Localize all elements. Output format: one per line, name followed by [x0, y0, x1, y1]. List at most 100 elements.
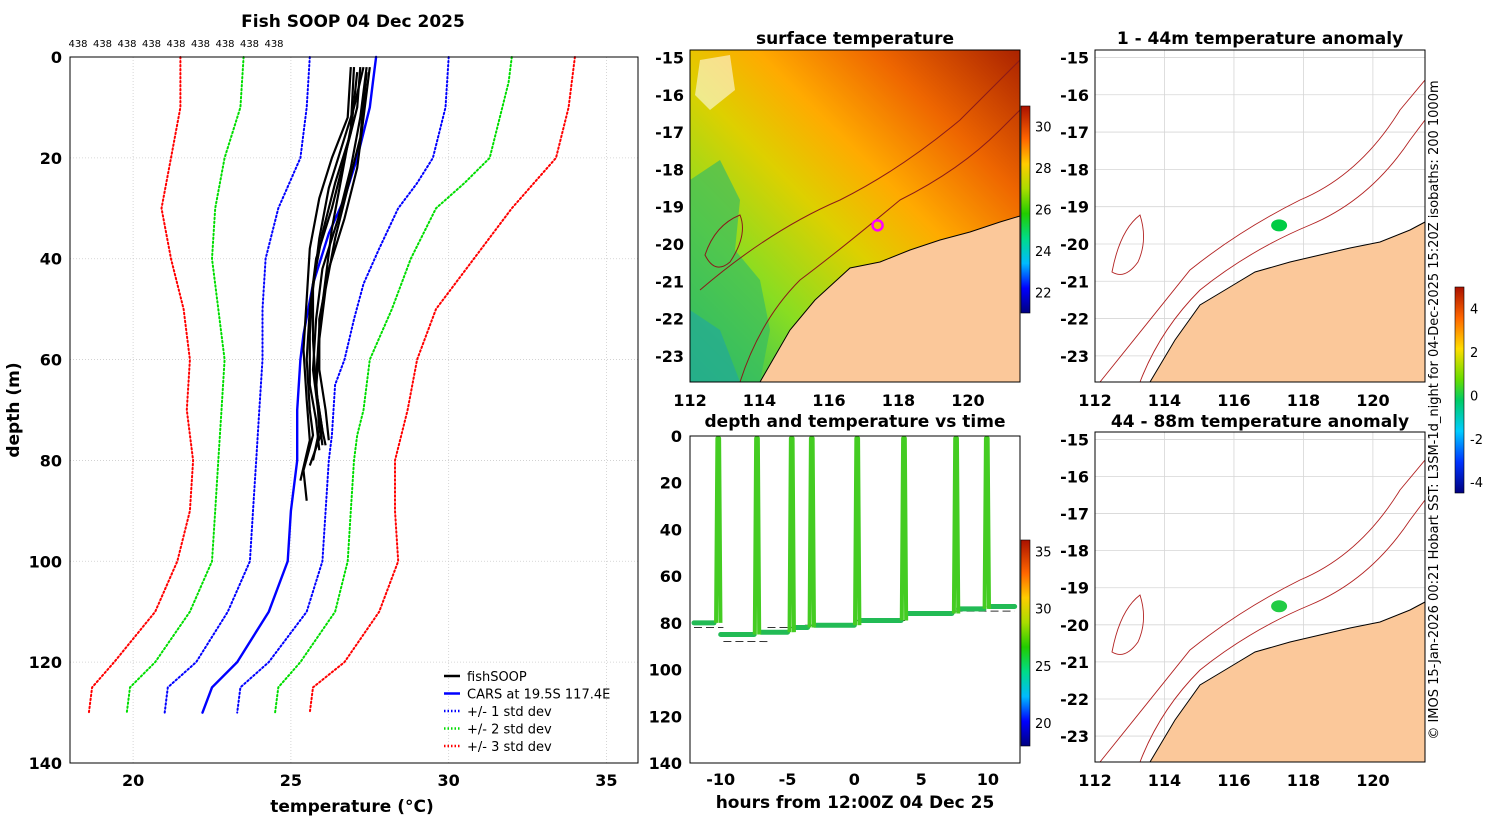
sst-colorbar-ticks: 30 28 26 24 22	[1035, 121, 1052, 302]
depth-time-colorbar-ticks: 35 30 25 20	[1035, 545, 1052, 732]
colorbar-tick-label: 35	[1035, 545, 1052, 560]
map-x-tick-label: 120	[1356, 771, 1389, 790]
map-y-tick-label: -17	[1060, 123, 1089, 142]
map-x-tick-label: 114	[1148, 771, 1181, 790]
cast-profile-trace	[899, 436, 909, 621]
x-tick-label: 20	[122, 771, 144, 790]
map-y-tick-label: -21	[1060, 272, 1089, 291]
sst-isobath-200m	[699, 59, 1020, 291]
colorbar-tick-label: 25	[1035, 660, 1052, 675]
depth-time-title: depth and temperature vs time	[705, 412, 1006, 432]
x-tick-label: 30	[438, 771, 460, 790]
colorbar-tick-label: 20	[1035, 717, 1052, 732]
map-x-tick-label: 114	[1148, 391, 1181, 410]
anomaly-lower-isobath-1000m	[1099, 459, 1425, 762]
profile-y-tick-labels: 0 20 40 60 80 100 120 140	[29, 48, 62, 773]
profile-count-labels: 438 438 438 438 438 438 438 438 438	[68, 39, 283, 50]
anomaly-upper-y-tick-labels: -15 -16 -17 -18 -19 -20 -21 -22 -23	[1060, 48, 1089, 365]
depth-time-x-tick-labels: -10 -5 0 5 10	[706, 770, 999, 789]
map-y-tick-label: -19	[1060, 579, 1089, 598]
y-tick-label: 60	[40, 351, 62, 370]
count-label: 438	[191, 39, 210, 50]
map-y-tick-label: -18	[1060, 542, 1089, 561]
sst-island-contour	[704, 214, 743, 268]
ship-position-marker	[871, 219, 884, 232]
map-y-tick-label: -22	[1060, 310, 1089, 329]
profile-frame	[69, 56, 639, 764]
sst-land	[759, 215, 1020, 382]
y-tick-label: 40	[40, 250, 62, 269]
map-y-tick-label: -22	[1060, 690, 1089, 709]
legend-label: CARS at 19.5S 117.4E	[467, 688, 610, 703]
profile-plot-area	[70, 57, 638, 763]
map-y-tick-label: -19	[1060, 198, 1089, 217]
profile-title: Fish SOOP 04 Dec 2025	[241, 12, 465, 32]
depth-time-x-axis-label: hours from 12:00Z 04 Dec 25	[716, 793, 995, 813]
y-tick-label: 120	[29, 653, 62, 672]
y-tick-label: 0	[671, 427, 682, 446]
cast-profile-trace	[787, 436, 796, 633]
legend-label: fishSOOP	[467, 670, 527, 685]
profile-x-tick-labels: 20 25 30 35	[122, 771, 618, 790]
sst-isobath-1000m	[739, 109, 1020, 382]
fishsoop-cast-line	[299, 67, 352, 481]
map-y-tick-label: -17	[1060, 505, 1089, 524]
colorbar-tick-label: -4	[1470, 476, 1483, 491]
legend-label: +/- 3 std dev	[467, 740, 552, 755]
y-tick-label: 80	[40, 451, 62, 470]
depth-time-panel: depth and temperature vs time -10 -5 0 5 10 …	[649, 412, 1052, 813]
y-tick-label: 120	[649, 707, 682, 726]
map-y-tick-label: -22	[655, 310, 684, 329]
cast-profile-trace	[951, 436, 961, 614]
sst-ship-position	[871, 219, 884, 232]
y-tick-label: 100	[649, 661, 682, 680]
y-tick-label: 0	[51, 48, 62, 67]
profile-legend: fishSOOP CARS at 19.5S 117.4E +/- 1 std de…	[444, 670, 610, 755]
anomaly-upper-isobath-200m	[1139, 119, 1425, 382]
anomaly-lower-ship-position	[1271, 600, 1288, 613]
map-y-tick-label: -20	[1060, 616, 1089, 635]
map-y-tick-label: -23	[655, 347, 684, 366]
anomaly-upper-ship-position	[1271, 219, 1288, 232]
colorbar-tick-label: -2	[1470, 433, 1483, 448]
y-tick-label: 20	[660, 474, 682, 493]
map-x-tick-label: 112	[1078, 771, 1111, 790]
sst-colorbar	[1020, 105, 1031, 314]
map-x-tick-label: 120	[951, 391, 984, 410]
y-tick-label: 20	[40, 149, 62, 168]
map-x-tick-label: 118	[1287, 771, 1320, 790]
map-x-tick-label: 112	[1078, 391, 1111, 410]
depth-time-colorbar	[1020, 539, 1031, 747]
sst-map-frame	[689, 49, 1021, 383]
map-y-tick-label: -16	[1060, 467, 1089, 486]
sst-map-title: surface temperature	[756, 29, 954, 49]
count-label: 438	[215, 39, 234, 50]
anomaly-upper-x-tick-labels: 112 114 116 118 120	[1078, 391, 1389, 410]
profile-series-line	[274, 56, 513, 714]
colorbar-tick-label: 22	[1035, 286, 1052, 301]
colorbar-tick-label: 30	[1035, 603, 1052, 618]
fishsoop-cast-line	[311, 67, 356, 461]
map-y-tick-label: -18	[655, 160, 684, 179]
profile-series-line	[125, 56, 245, 714]
colorbar-tick-label: 0	[1470, 389, 1478, 404]
cast-profile-trace	[982, 436, 992, 609]
map-y-tick-label: -20	[655, 235, 684, 254]
colorbar-tick-label: 24	[1035, 245, 1052, 260]
anomaly-colorbar-ticks: 4 2 0 -2 -4	[1470, 303, 1483, 491]
map-y-tick-label: -23	[1060, 347, 1089, 366]
profile-series-line	[87, 56, 195, 714]
x-tick-label: 10	[977, 770, 999, 789]
x-tick-label: 5	[916, 770, 927, 789]
cast-profile-trace	[807, 436, 816, 628]
profile-panel: Fish SOOP 04 Dec 2025 438 438 438 438 438 438…	[4, 12, 639, 817]
map-x-tick-label: 112	[673, 391, 706, 410]
cast-profile-trace	[714, 436, 723, 623]
anomaly-lower-land	[1149, 601, 1425, 762]
colorbar-tick-label: 30	[1035, 121, 1052, 136]
sst-cool-corner	[690, 310, 740, 382]
anomaly-lower-content	[1095, 432, 1425, 762]
y-tick-label: 80	[660, 614, 682, 633]
map-x-tick-label: 118	[1287, 391, 1320, 410]
count-label: 438	[93, 39, 112, 50]
